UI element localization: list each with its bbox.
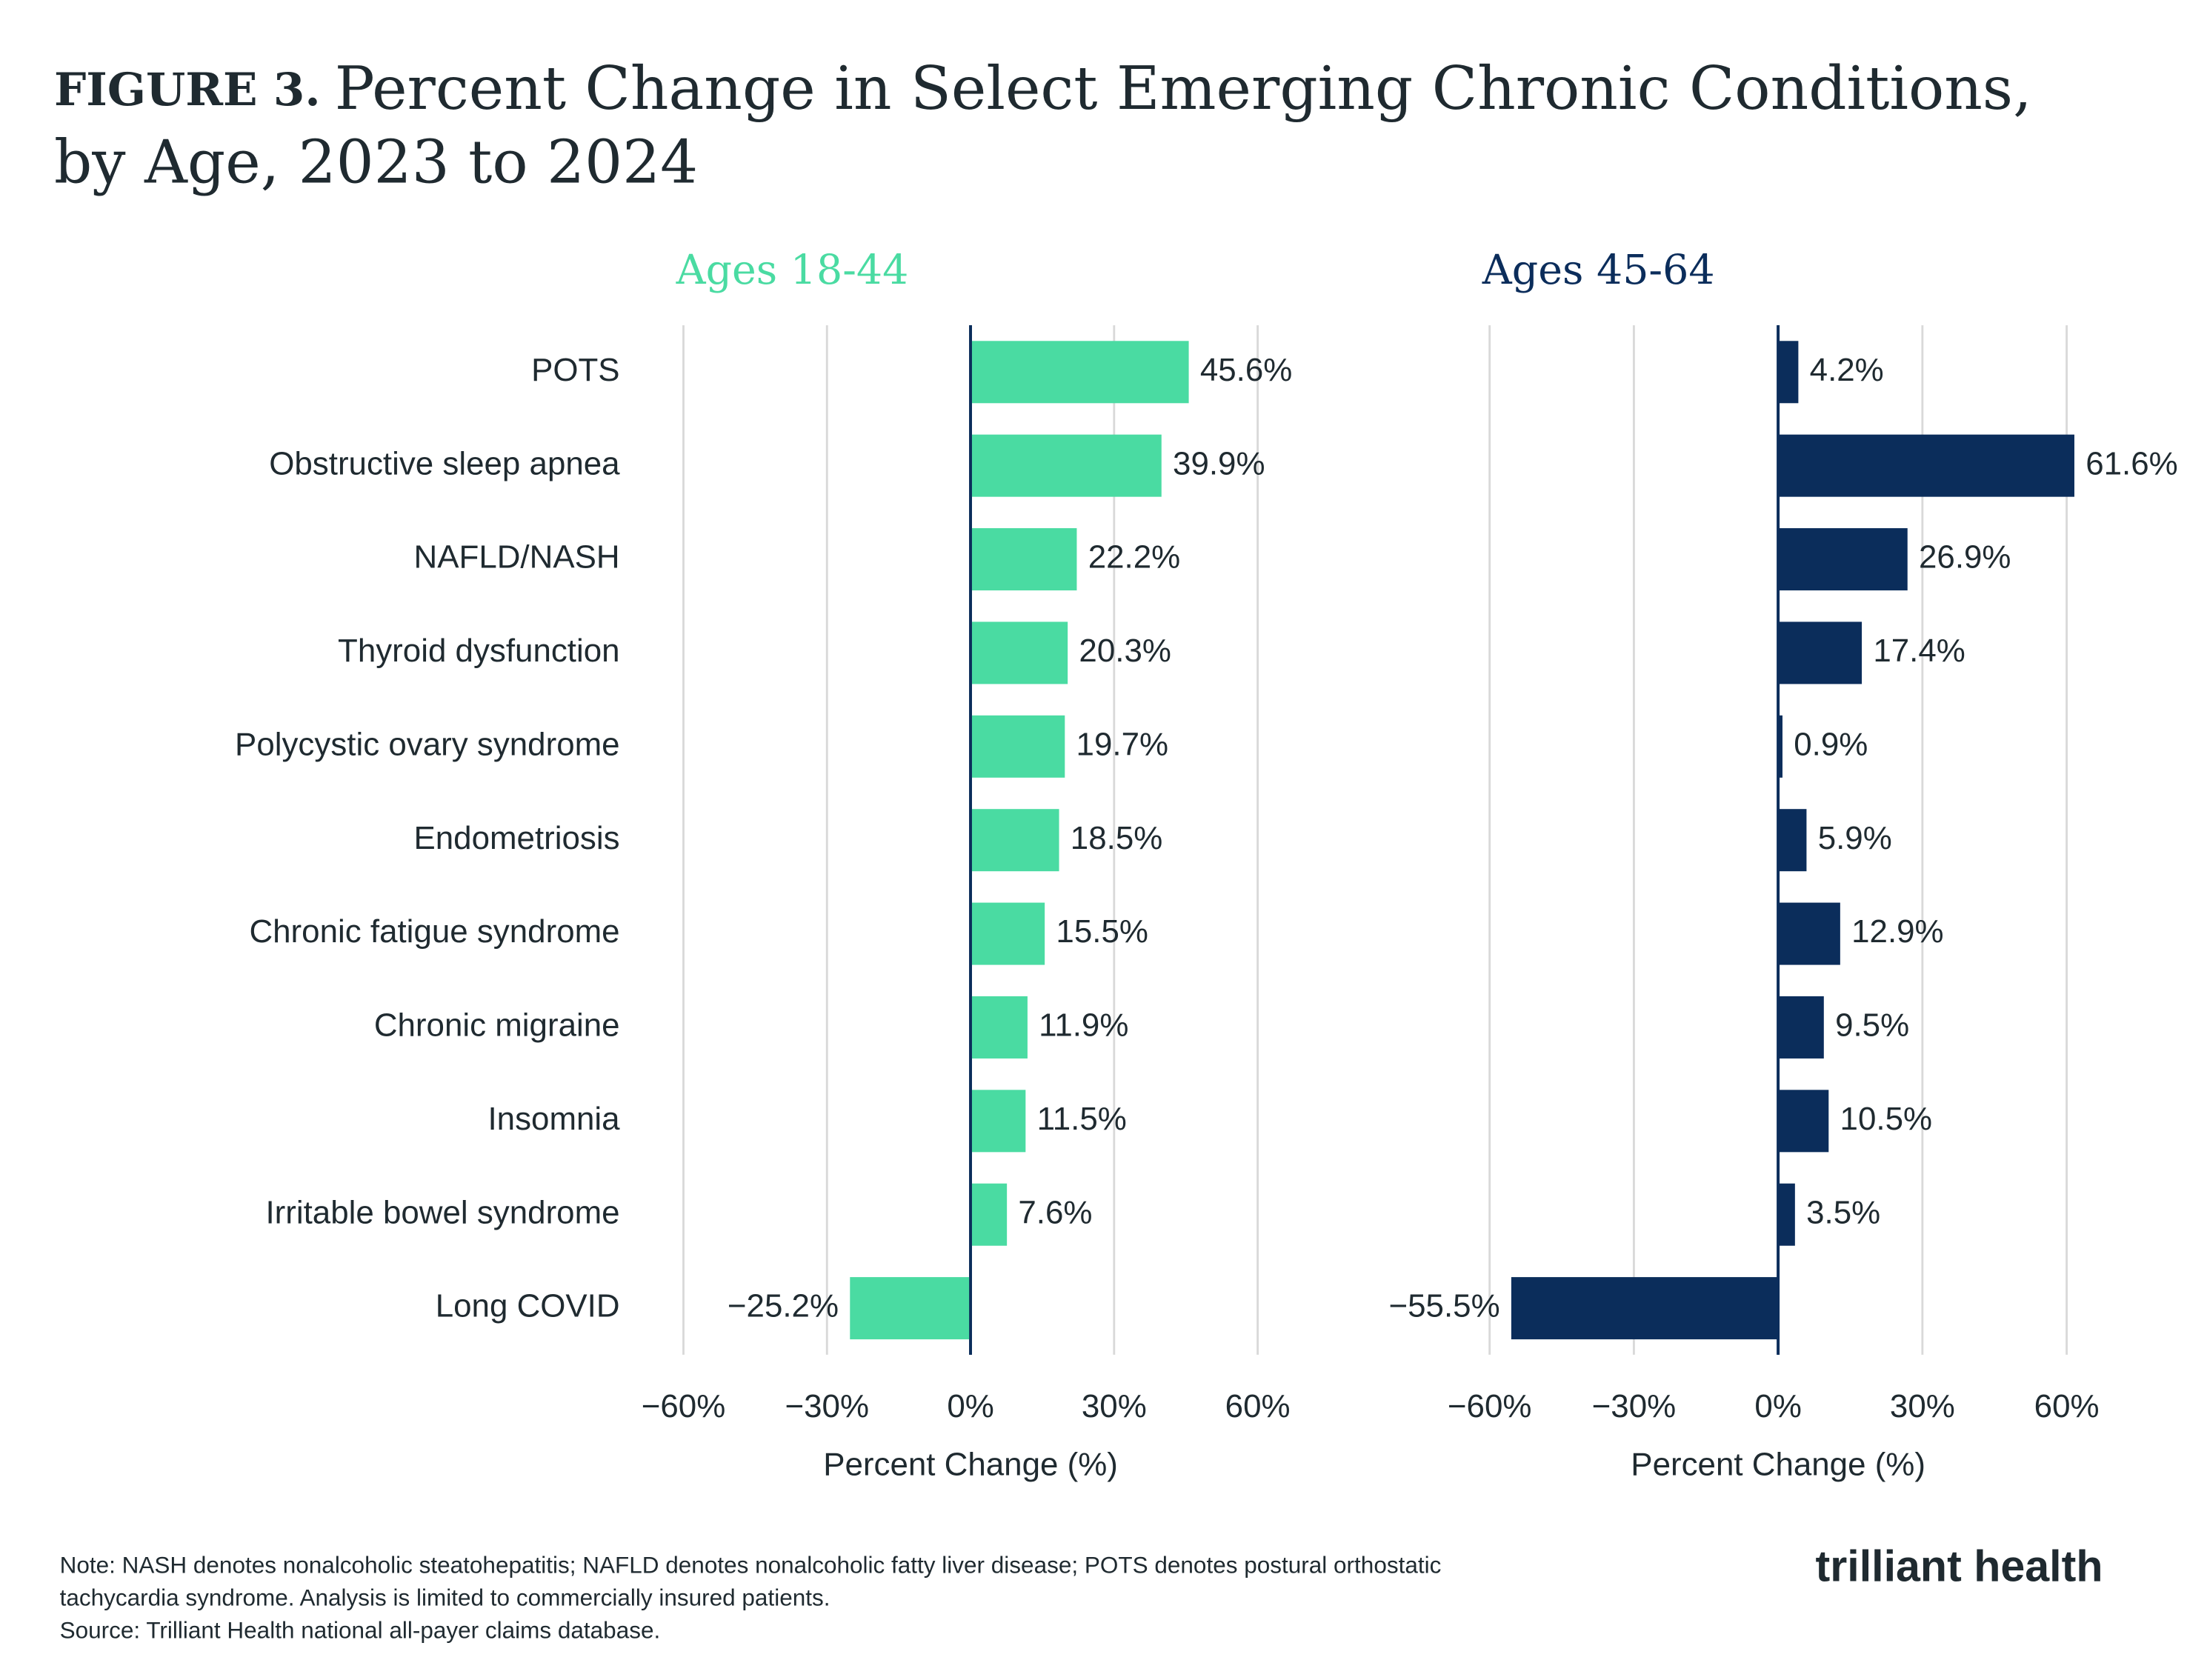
- value-label: 26.9%: [1919, 539, 2011, 576]
- y-tick-label: Irritable bowel syndrome: [265, 1194, 619, 1230]
- y-tick-label: Insomnia: [487, 1101, 620, 1137]
- value-label: 3.5%: [1806, 1194, 1880, 1230]
- bar: [1778, 341, 1799, 404]
- y-tick-label: Endometriosis: [413, 820, 619, 856]
- value-label: 22.2%: [1088, 539, 1180, 576]
- note-line: tachycardia syndrome. Analysis is limite…: [60, 1584, 830, 1611]
- x-tick-label: 60%: [1225, 1388, 1291, 1424]
- bar: [1778, 434, 2074, 497]
- bar: [1778, 1183, 1795, 1246]
- note-line: Source: Trilliant Health national all-pa…: [60, 1616, 661, 1643]
- value-label: 4.2%: [1810, 352, 1884, 388]
- logo: trilliant health: [1816, 1541, 2103, 1591]
- y-tick-label: POTS: [531, 352, 620, 388]
- y-tick-label: Long COVID: [436, 1288, 620, 1324]
- y-tick-label: Chronic fatigue syndrome: [249, 913, 619, 950]
- panel-title: Ages 18-44: [676, 247, 909, 294]
- bar: [1778, 996, 1824, 1059]
- y-tick-label: Obstructive sleep apnea: [269, 445, 620, 481]
- bar: [1778, 528, 1908, 591]
- x-axis-label: Percent Change (%): [1631, 1446, 1925, 1482]
- value-label: 12.9%: [1851, 913, 1943, 950]
- x-tick-label: 60%: [2034, 1388, 2100, 1424]
- value-label: −25.2%: [728, 1288, 839, 1324]
- x-tick-label: 0%: [947, 1388, 993, 1424]
- value-label: 45.6%: [1200, 352, 1292, 388]
- bar: [1511, 1277, 1779, 1340]
- x-tick-label: −60%: [642, 1388, 725, 1424]
- value-label: 20.3%: [1079, 633, 1171, 669]
- x-tick-label: 30%: [1082, 1388, 1147, 1424]
- x-axis-label: Percent Change (%): [823, 1446, 1118, 1482]
- value-label: 15.5%: [1056, 913, 1148, 950]
- note-line: Note: NASH denotes nonalcoholic steatohe…: [60, 1552, 1442, 1579]
- value-label: −55.5%: [1389, 1288, 1500, 1324]
- value-label: 5.9%: [1818, 820, 1892, 856]
- value-label: 7.6%: [1018, 1194, 1092, 1230]
- bar: [971, 902, 1045, 965]
- value-label: 17.4%: [1873, 633, 1965, 669]
- x-tick-label: 30%: [1890, 1388, 1955, 1424]
- value-label: 9.5%: [1835, 1007, 1909, 1044]
- bar: [971, 528, 1077, 591]
- value-label: 10.5%: [1840, 1101, 1932, 1137]
- bar: [971, 341, 1189, 404]
- value-label: 18.5%: [1071, 820, 1162, 856]
- panel-title: Ages 45-64: [1482, 247, 1715, 294]
- x-tick-label: −30%: [1592, 1388, 1676, 1424]
- bar: [1778, 1090, 1829, 1153]
- value-label: 11.5%: [1037, 1101, 1127, 1137]
- y-tick-label: Polycystic ovary syndrome: [235, 726, 620, 762]
- bar: [1778, 902, 1840, 965]
- bar: [971, 621, 1068, 684]
- bar: [1778, 809, 1807, 872]
- x-tick-label: −30%: [785, 1388, 869, 1424]
- bar: [971, 715, 1065, 778]
- figure-title: FIGURE 3. Percent Change in Select Emergi…: [54, 54, 2032, 123]
- value-label: 39.9%: [1173, 445, 1265, 481]
- value-label: 61.6%: [2086, 445, 2177, 481]
- x-tick-label: 0%: [1754, 1388, 1801, 1424]
- figure-label: FIGURE 3.: [54, 64, 321, 116]
- bar: [971, 1090, 1026, 1153]
- bar: [1778, 621, 1863, 684]
- bar: [971, 1183, 1008, 1246]
- title-line: by Age, 2023 to 2024: [54, 127, 698, 196]
- bar: [1778, 715, 1782, 778]
- value-label: 19.7%: [1076, 726, 1168, 762]
- bar: [971, 434, 1162, 497]
- bar: [971, 996, 1028, 1059]
- y-tick-label: Thyroid dysfunction: [338, 633, 620, 669]
- y-tick-label: Chronic migraine: [374, 1007, 620, 1044]
- value-label: 0.9%: [1794, 726, 1868, 762]
- title-line: Percent Change in Select Emerging Chroni…: [335, 54, 2032, 123]
- y-tick-label: NAFLD/NASH: [414, 539, 620, 576]
- bar: [850, 1277, 971, 1340]
- x-tick-label: −60%: [1448, 1388, 1531, 1424]
- value-label: 11.9%: [1039, 1007, 1128, 1044]
- bar: [971, 809, 1059, 872]
